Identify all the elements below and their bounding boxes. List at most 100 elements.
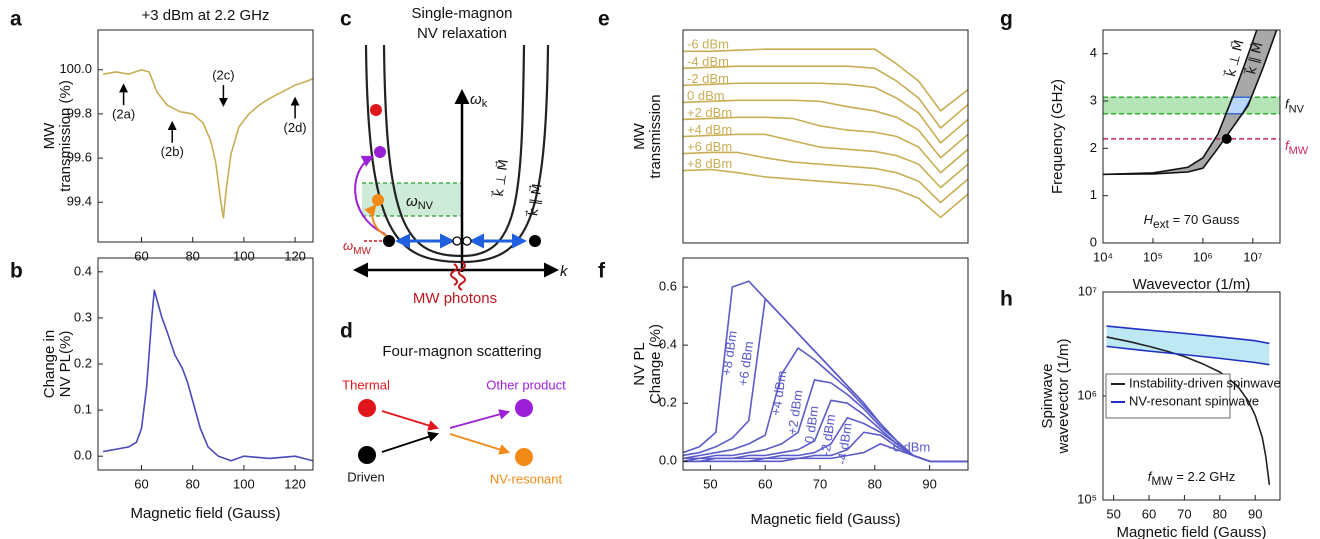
magnon-dot [452, 236, 462, 246]
x-tick-label: 10⁵ [1143, 249, 1163, 264]
series-line [102, 68, 313, 219]
label-subscript: NV [1289, 103, 1305, 115]
x-tick-label: 90 [1248, 506, 1262, 521]
x-tick-label: 70 [1177, 506, 1191, 521]
y-tick-label: 99.6 [67, 150, 92, 165]
y-tick-label: 0.0 [659, 453, 677, 468]
magnon-dot [358, 446, 376, 464]
curve-label: -6 dBm [888, 439, 930, 454]
x-tick-label: 80 [185, 248, 199, 263]
label-rest: = 2.2 GHz [1173, 469, 1236, 484]
plot-frame [97, 29, 314, 243]
panel-letter: d [340, 320, 353, 343]
y-axis-label: transmission [647, 94, 664, 178]
y-tick-label: 0 [1090, 234, 1097, 249]
y-tick-label: 0.2 [659, 395, 677, 410]
magnon-dot [462, 236, 472, 246]
y-tick-label: 99.8 [67, 105, 92, 120]
series-line [683, 82, 968, 144]
plot-data [683, 48, 968, 219]
photon-wave [450, 263, 458, 286]
magnon-dot [370, 104, 382, 116]
x-tick-label: 60 [1142, 506, 1156, 521]
scattering-arrow [449, 433, 511, 455]
y-tick-label: 3 [1090, 92, 1097, 107]
y-tick-label: 0.4 [659, 337, 677, 352]
y-tick-label: 0.6 [659, 278, 677, 293]
x-axis-label: Magnetic field (Gauss) [130, 505, 280, 522]
point [1221, 133, 1232, 144]
series-line [683, 99, 968, 159]
legend-label: Instability-driven spinwave [1129, 375, 1281, 390]
label-symbol: f [1285, 97, 1290, 112]
panel-letter: h [1000, 288, 1013, 311]
plot-data [1106, 325, 1271, 485]
magnon-dot [529, 235, 541, 247]
curve-label: -6 dBm [687, 37, 729, 52]
y-tick-label: 100.0 [59, 61, 92, 76]
y-tick-label: 10⁶ [1077, 387, 1097, 402]
x-tick-label: 60 [134, 248, 148, 263]
series-line [683, 168, 968, 219]
dispersion-branch [382, 44, 526, 258]
label-subscript: ext [1153, 217, 1170, 231]
curve-label: 0 dBm [801, 405, 821, 444]
series-line [683, 151, 968, 204]
panel-letter: g [1000, 8, 1013, 31]
label-symbol: ω [470, 91, 482, 108]
curve-label: +4 dBm [687, 122, 732, 137]
y-axis-label: NV PL [631, 342, 648, 385]
series-line [683, 48, 968, 112]
label-subscript: NV [418, 200, 434, 212]
x-tick-label: 50 [1106, 506, 1120, 521]
series-line [683, 65, 968, 129]
photons-label: MW photons [413, 290, 497, 307]
x-tick-label: 80 [1213, 506, 1227, 521]
magnon-dot [358, 399, 376, 417]
mw-label: ωMW [343, 238, 371, 256]
plot-data [102, 289, 313, 462]
magnon-dot [374, 146, 386, 158]
y-tick-label: 0.3 [74, 309, 92, 324]
curve-label: 0 dBm [687, 88, 725, 103]
scattering-arrow [449, 409, 511, 429]
panel-letter: b [10, 260, 23, 283]
series-line [1103, 30, 1258, 176]
magnon-dot [515, 448, 533, 466]
y-axis-label: NV PL(%) [57, 331, 74, 398]
curve-label: -2 dBm [818, 413, 839, 457]
label: fNV [1285, 97, 1305, 115]
series-line [102, 289, 313, 462]
y-axis-label: Spinwave [1039, 363, 1056, 428]
label-subscript: MW [1289, 145, 1309, 157]
label: Hext = 70 Gauss [1144, 212, 1240, 231]
x-tick-label: 60 [134, 476, 148, 491]
node-label: Thermal [342, 377, 390, 392]
photon-wave [458, 261, 466, 291]
x-tick-label: 80 [868, 476, 882, 491]
plot-data [102, 68, 313, 219]
series-line [1106, 345, 1270, 366]
k-axis-label: k [560, 263, 569, 280]
curve-label: -4 dBm [834, 422, 855, 466]
x-axis-label: Wavevector (1/m) [1133, 276, 1251, 293]
legend-box [1105, 373, 1231, 419]
x-tick-label: 100 [233, 248, 255, 263]
x-tick-label: 120 [284, 248, 306, 263]
curve-label: +4 dBm [768, 370, 789, 417]
schematic-d: d Four-magnon scattering Thermal Driven … [340, 320, 566, 487]
y-tick-label: 2 [1090, 140, 1097, 155]
plot-frame [682, 29, 969, 244]
nv-label: ωNV [406, 193, 434, 212]
label-subscript: MW [353, 246, 371, 257]
series-line [1103, 30, 1278, 176]
y-tick-label: 0.2 [74, 355, 92, 370]
x-tick-label: 50 [703, 476, 717, 491]
x-axis-label: Magnetic field (Gauss) [1116, 524, 1266, 539]
x-tick-label: 120 [284, 476, 306, 491]
annotation: (2d) [284, 120, 307, 135]
plot-frame [682, 257, 969, 471]
x-tick-label: 90 [922, 476, 936, 491]
x-tick-label: 70 [813, 476, 827, 491]
